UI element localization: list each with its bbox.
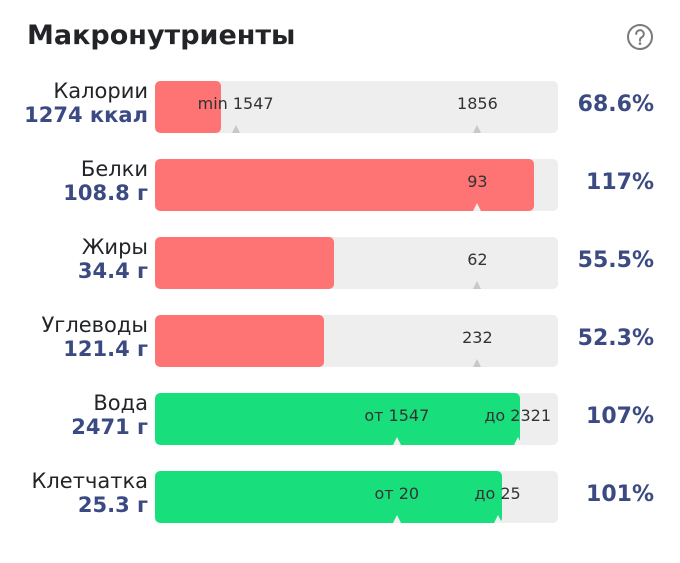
progress-track: от 20 до 25 xyxy=(155,471,558,523)
target-marker-icon xyxy=(392,515,401,523)
nutrient-amount: 108.8 г xyxy=(63,181,148,205)
nutrient-amount: 34.4 г xyxy=(77,259,148,283)
percent-value: 117% xyxy=(586,170,654,195)
nutrient-amount: 1274 ккал xyxy=(24,103,148,127)
percent-value: 101% xyxy=(586,482,654,507)
nutrient-label: Углеводы 121.4 г xyxy=(42,313,149,361)
percent-value: 55.5% xyxy=(577,248,654,273)
question-circle-icon[interactable] xyxy=(626,23,654,51)
nutrient-name: Калории xyxy=(53,79,148,103)
nutrient-row[interactable]: Калории 1274 ккал min 1547 1856 68.6% xyxy=(0,79,680,137)
progress-track: 93 xyxy=(155,159,558,211)
target-marker-label: 93 xyxy=(467,172,488,191)
nutrient-label: Клетчатка 25.3 г xyxy=(31,469,148,517)
target-marker-icon xyxy=(473,125,482,133)
progress-fill xyxy=(155,237,334,289)
target-marker-label: 1856 xyxy=(457,94,498,113)
target-marker-icon xyxy=(513,437,522,445)
nutrient-row[interactable]: Углеводы 121.4 г 232 52.3% xyxy=(0,313,680,371)
target-marker-icon xyxy=(473,281,482,289)
target-marker-icon xyxy=(392,437,401,445)
target-marker-icon xyxy=(231,125,240,133)
target-marker-label: min 1547 xyxy=(197,94,274,113)
target-marker-icon xyxy=(473,359,482,367)
nutrient-row[interactable]: Клетчатка 25.3 г от 20 до 25 101% xyxy=(0,469,680,527)
progress-fill xyxy=(155,81,221,133)
target-marker-label: от 20 xyxy=(374,484,420,503)
percent-value: 52.3% xyxy=(577,326,654,351)
target-marker-icon xyxy=(473,203,482,211)
progress-fill xyxy=(155,471,502,523)
nutrient-label: Вода 2471 г xyxy=(71,391,148,439)
nutrient-row[interactable]: Жиры 34.4 г 62 55.5% xyxy=(0,235,680,293)
progress-fill xyxy=(155,393,520,445)
nutrient-amount: 121.4 г xyxy=(63,337,148,361)
target-marker-label: 62 xyxy=(467,250,488,269)
nutrient-name: Клетчатка xyxy=(31,469,148,493)
nutrient-row[interactable]: Вода 2471 г от 1547 до 2321 107% xyxy=(0,391,680,449)
progress-fill xyxy=(155,315,324,367)
progress-track: от 1547 до 2321 xyxy=(155,393,558,445)
percent-value: 68.6% xyxy=(577,92,654,117)
page-title: Макронутриенты xyxy=(27,20,296,51)
target-marker-label: 232 xyxy=(462,328,493,347)
progress-track: min 1547 1856 xyxy=(155,81,558,133)
nutrient-label: Жиры 34.4 г xyxy=(78,235,148,283)
progress-fill xyxy=(155,159,534,211)
nutrient-name: Жиры xyxy=(81,235,148,259)
nutrient-name: Вода xyxy=(93,391,148,415)
nutrient-label: Калории 1274 ккал xyxy=(24,79,148,127)
nutrient-name: Углеводы xyxy=(41,313,149,337)
target-marker-icon xyxy=(493,515,502,523)
nutrient-amount: 2471 г xyxy=(71,415,148,439)
target-marker-label: от 1547 xyxy=(364,406,430,425)
target-marker-label: до 2321 xyxy=(484,406,552,425)
progress-track: 232 xyxy=(155,315,558,367)
progress-track: 62 xyxy=(155,237,558,289)
nutrient-amount: 25.3 г xyxy=(77,493,148,517)
nutrient-name: Белки xyxy=(80,157,148,181)
nutrient-label: Белки 108.8 г xyxy=(63,157,148,205)
target-marker-label: до 25 xyxy=(474,484,521,503)
percent-value: 107% xyxy=(586,404,654,429)
nutrient-row[interactable]: Белки 108.8 г 93 117% xyxy=(0,157,680,215)
